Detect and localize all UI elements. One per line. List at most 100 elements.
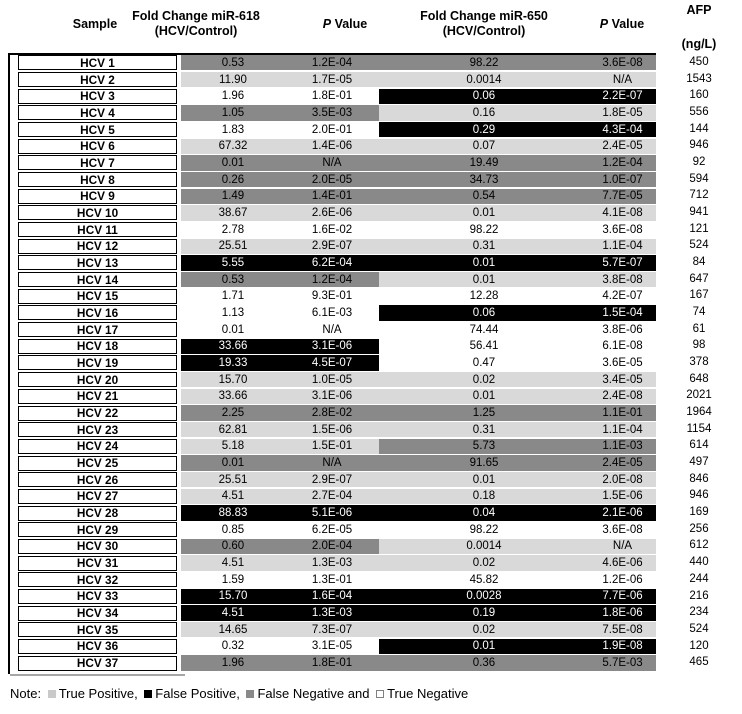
afp-value: 160: [689, 89, 709, 102]
table-body: HCV 1 0.53 1.2E-04 98.22 3.6E-08 450 HCV…: [8, 55, 742, 672]
mir650-block: 0.16 1.8E-05: [379, 105, 656, 121]
p-value-mir650: N/A: [612, 540, 633, 553]
table-row: HCV 30 0.60 2.0E-04 0.0014 N/A 612: [8, 538, 742, 555]
mir618-block: 1.71 9.3E-01: [181, 288, 379, 304]
fold-change-mir650-value: 0.18: [472, 490, 496, 503]
sample-label: HCV 12: [18, 238, 177, 254]
p-value-mir650: 4.6E-06: [602, 556, 643, 569]
p-value-mir618: 6.1E-03: [311, 306, 353, 319]
mir618-block: 0.53 1.2E-04: [181, 271, 379, 288]
mir618-block: 15.70 1.0E-05: [181, 371, 379, 388]
mir618-block: 5.55 6.2E-04: [181, 255, 379, 271]
p-value-mir618: 6.2E-04: [311, 256, 353, 269]
afp-value: 612: [689, 539, 709, 552]
sample-cell: HCV 14: [8, 272, 181, 289]
fold-change-mir618-value: 0.85: [221, 523, 245, 536]
fold-change-mir650-value: 0.19: [472, 607, 496, 619]
sample-label: HCV 1: [18, 55, 177, 71]
fold-change-mir650-value: 56.41: [469, 340, 499, 353]
afp-value: 92: [692, 156, 706, 169]
p-value-mir650: 5.7E-03: [602, 657, 643, 670]
p-value-mir618: 3.1E-06: [311, 390, 353, 403]
legend-label: True Positive,: [58, 686, 142, 701]
fold-change-mir618-value: 1.05: [221, 106, 245, 119]
mir618-block: 62.81 1.5E-06: [181, 421, 379, 438]
header-fc650-line1: Fold Change miR-650: [420, 9, 548, 23]
sample-label: HCV 36: [18, 638, 177, 654]
fold-change-mir650-value: 91.65: [469, 456, 499, 469]
table-row: HCV 6 67.32 1.4E-06 0.07 2.4E-05 946: [8, 138, 742, 155]
column-header-sample: Sample: [72, 17, 118, 31]
p-value-mir650: 3.6E-08: [602, 223, 643, 236]
table-row: HCV 27 4.51 2.7E-04 0.18 1.5E-06 946: [8, 488, 742, 505]
p-value-mir618: 1.3E-03: [311, 607, 353, 619]
mir650-block: 98.22 3.6E-08: [379, 221, 656, 238]
fold-change-mir618-value: 0.26: [221, 173, 245, 186]
sample-label: HCV 10: [18, 205, 177, 221]
afp-value: 378: [689, 356, 709, 369]
legend-label: False Positive,: [155, 686, 244, 701]
mir650-block: 0.47 3.6E-05: [379, 355, 656, 371]
fold-change-mir618-value: 33.66: [218, 390, 248, 403]
p-value-mir650: 5.7E-07: [602, 256, 643, 269]
sample-label: HCV 28: [18, 505, 177, 521]
mir618-block: 88.83 5.1E-06: [181, 505, 379, 521]
p-value-mir650: 1.2E-06: [602, 573, 643, 586]
sample-label: HCV 24: [18, 438, 177, 454]
fold-change-mir650-value: 12.28: [469, 290, 499, 303]
sample-label: HCV 14: [18, 272, 177, 288]
p-value-mir650: 3.8E-08: [602, 273, 643, 286]
mir618-block: 2.78 1.6E-02: [181, 221, 379, 238]
table-bottom-border: [10, 674, 185, 676]
p-value-mir618: 1.5E-06: [311, 423, 353, 436]
p-value-mir650: 3.6E-08: [602, 56, 643, 69]
p-value-mir650: 7.7E-05: [602, 190, 643, 203]
fold-change-mir618-value: 0.32: [221, 640, 245, 653]
mir650-block: 0.31 1.1E-04: [379, 238, 656, 254]
mir650-block: 0.19 1.8E-06: [379, 605, 656, 621]
legend-swatch-fp: [144, 690, 153, 698]
table-row: HCV 26 25.51 2.9E-07 0.01 2.0E-08 846: [8, 471, 742, 489]
note-prefix: Note:: [10, 686, 45, 701]
mir650-block: 45.82 1.2E-06: [379, 572, 656, 588]
sample-cell: HCV 11: [8, 222, 181, 239]
p-value-mir618: 2.7E-04: [311, 490, 353, 503]
p-value-mir618: 3.1E-05: [311, 640, 353, 653]
sample-cell: HCV 31: [8, 555, 181, 572]
sample-label: HCV 22: [18, 405, 177, 421]
table-row: HCV 15 1.71 9.3E-01 12.28 4.2E-07 167: [8, 288, 742, 305]
table-row: HCV 13 5.55 6.2E-04 0.01 5.7E-07 84: [8, 255, 742, 272]
sample-label: HCV 31: [18, 555, 177, 571]
afp-value: 946: [689, 489, 709, 502]
mir618-block: 0.26 2.0E-05: [181, 171, 379, 188]
fold-change-mir650-value: 0.36: [472, 657, 496, 670]
p-value-mir650: 2.2E-07: [602, 90, 643, 103]
p-value-mir650: 2.1E-06: [602, 506, 643, 519]
table-row: HCV 37 1.96 1.8E-01 0.36 5.7E-03 465: [8, 655, 742, 672]
sample-cell: HCV 2: [8, 72, 181, 89]
p-value-mir618: 2.0E-04: [311, 540, 353, 553]
mir618-block: 0.01 N/A: [181, 455, 379, 471]
fold-change-mir618-value: 5.18: [221, 440, 245, 453]
table-row: HCV 34 4.51 1.3E-03 0.19 1.8E-06 234: [8, 605, 742, 622]
afp-value: 2021: [686, 389, 712, 402]
p-value-mir650: 1.1E-04: [602, 240, 643, 253]
mir618-block: 2.25 2.8E-02: [181, 405, 379, 421]
fold-change-mir650-value: 0.01: [472, 473, 496, 486]
afp-value: 84: [692, 256, 706, 269]
table-row: HCV 36 0.32 3.1E-05 0.01 1.9E-08 120: [8, 638, 742, 656]
sample-label: HCV 32: [18, 572, 177, 588]
afp-value: 450: [689, 56, 709, 68]
p-value-mir618: 2.0E-01: [311, 123, 353, 136]
p-value-mir650: 3.6E-05: [602, 356, 643, 369]
p-value-mir650: 1.8E-05: [602, 106, 643, 119]
mir650-block: 0.06 1.5E-04: [379, 305, 656, 321]
mir618-block: 4.51 1.3E-03: [181, 555, 379, 571]
p-value-mir618: N/A: [322, 323, 342, 336]
header-fc650-line2: (HCV/Control): [442, 24, 526, 38]
mir618-block: 11.90 1.7E-05: [181, 71, 379, 88]
table-row: HCV 23 62.81 1.5E-06 0.31 1.1E-04 1154: [8, 421, 742, 439]
fold-change-mir618-value: 19.33: [218, 356, 248, 369]
fold-change-mir650-value: 0.01: [472, 273, 496, 286]
sample-label: HCV 19: [18, 355, 177, 371]
